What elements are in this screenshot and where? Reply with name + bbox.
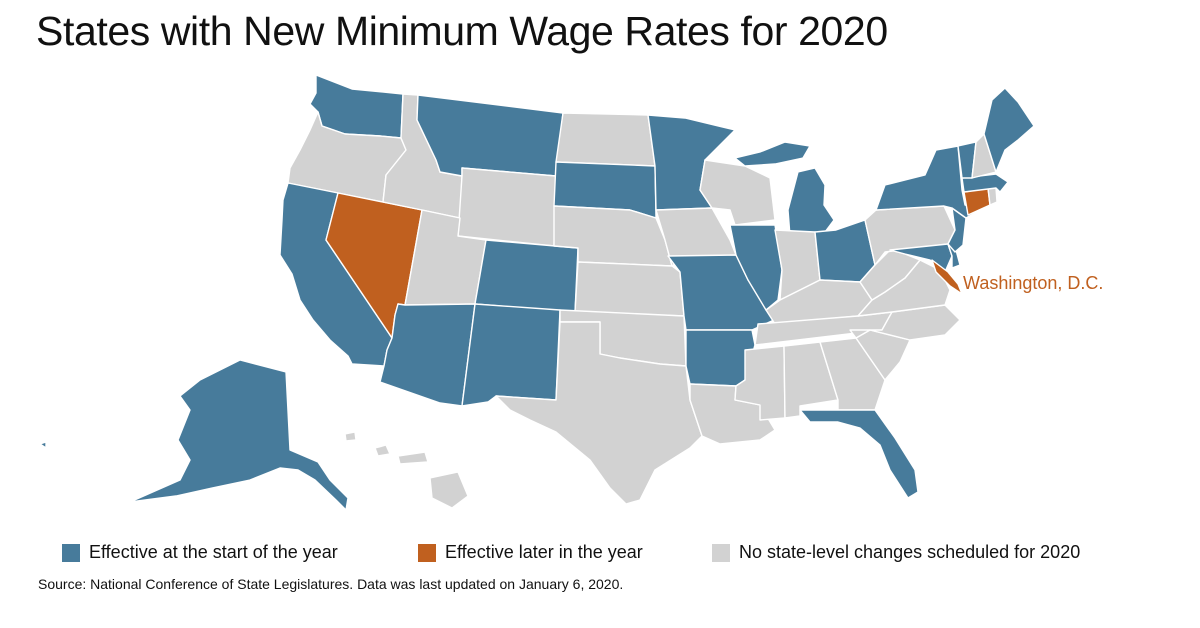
state-ak	[129, 359, 349, 511]
state-dc	[931, 259, 963, 295]
state-az	[379, 303, 476, 407]
state-ma	[961, 173, 1009, 193]
state-nd	[555, 112, 656, 167]
state-wy	[457, 167, 557, 247]
state-mt	[416, 94, 564, 177]
state-ny	[875, 145, 981, 219]
state-fl	[799, 409, 919, 499]
legend-item-start: Effective at the start of the year	[62, 542, 338, 563]
legend-label-start: Effective at the start of the year	[89, 542, 338, 562]
us-map	[39, 74, 1035, 511]
state-nm	[461, 303, 561, 407]
legend-label-later: Effective later in the year	[445, 542, 643, 562]
state-ri	[987, 187, 998, 206]
state-mi-lower	[787, 167, 835, 237]
state-hi-4	[429, 471, 469, 509]
state-hi-1	[344, 431, 357, 442]
state-wv	[859, 249, 921, 301]
legend-label-none: No state-level changes scheduled for 202…	[739, 542, 1081, 562]
legend-swatch-later	[418, 543, 436, 562]
state-ks	[574, 261, 685, 317]
legend-item-later: Effective later in the year	[418, 542, 643, 563]
map-title: States with New Minimum Wage Rates for 2…	[36, 8, 888, 54]
legend-swatch-none	[712, 543, 730, 562]
state-hi-3	[397, 451, 429, 465]
state-tx	[495, 321, 703, 505]
dc-annotation: Washington, D.C.	[963, 273, 1104, 293]
state-hi-2	[374, 444, 391, 457]
legend: Effective at the start of the year Effec…	[62, 542, 1172, 564]
legend-item-none: No state-level changes scheduled for 202…	[712, 542, 1080, 563]
state-co	[474, 239, 579, 313]
state-ak-island	[39, 441, 47, 449]
source-note: Source: National Conference of State Leg…	[38, 576, 624, 592]
state-me	[983, 87, 1035, 173]
state-mi-upper	[734, 141, 811, 167]
legend-swatch-start	[62, 543, 80, 562]
